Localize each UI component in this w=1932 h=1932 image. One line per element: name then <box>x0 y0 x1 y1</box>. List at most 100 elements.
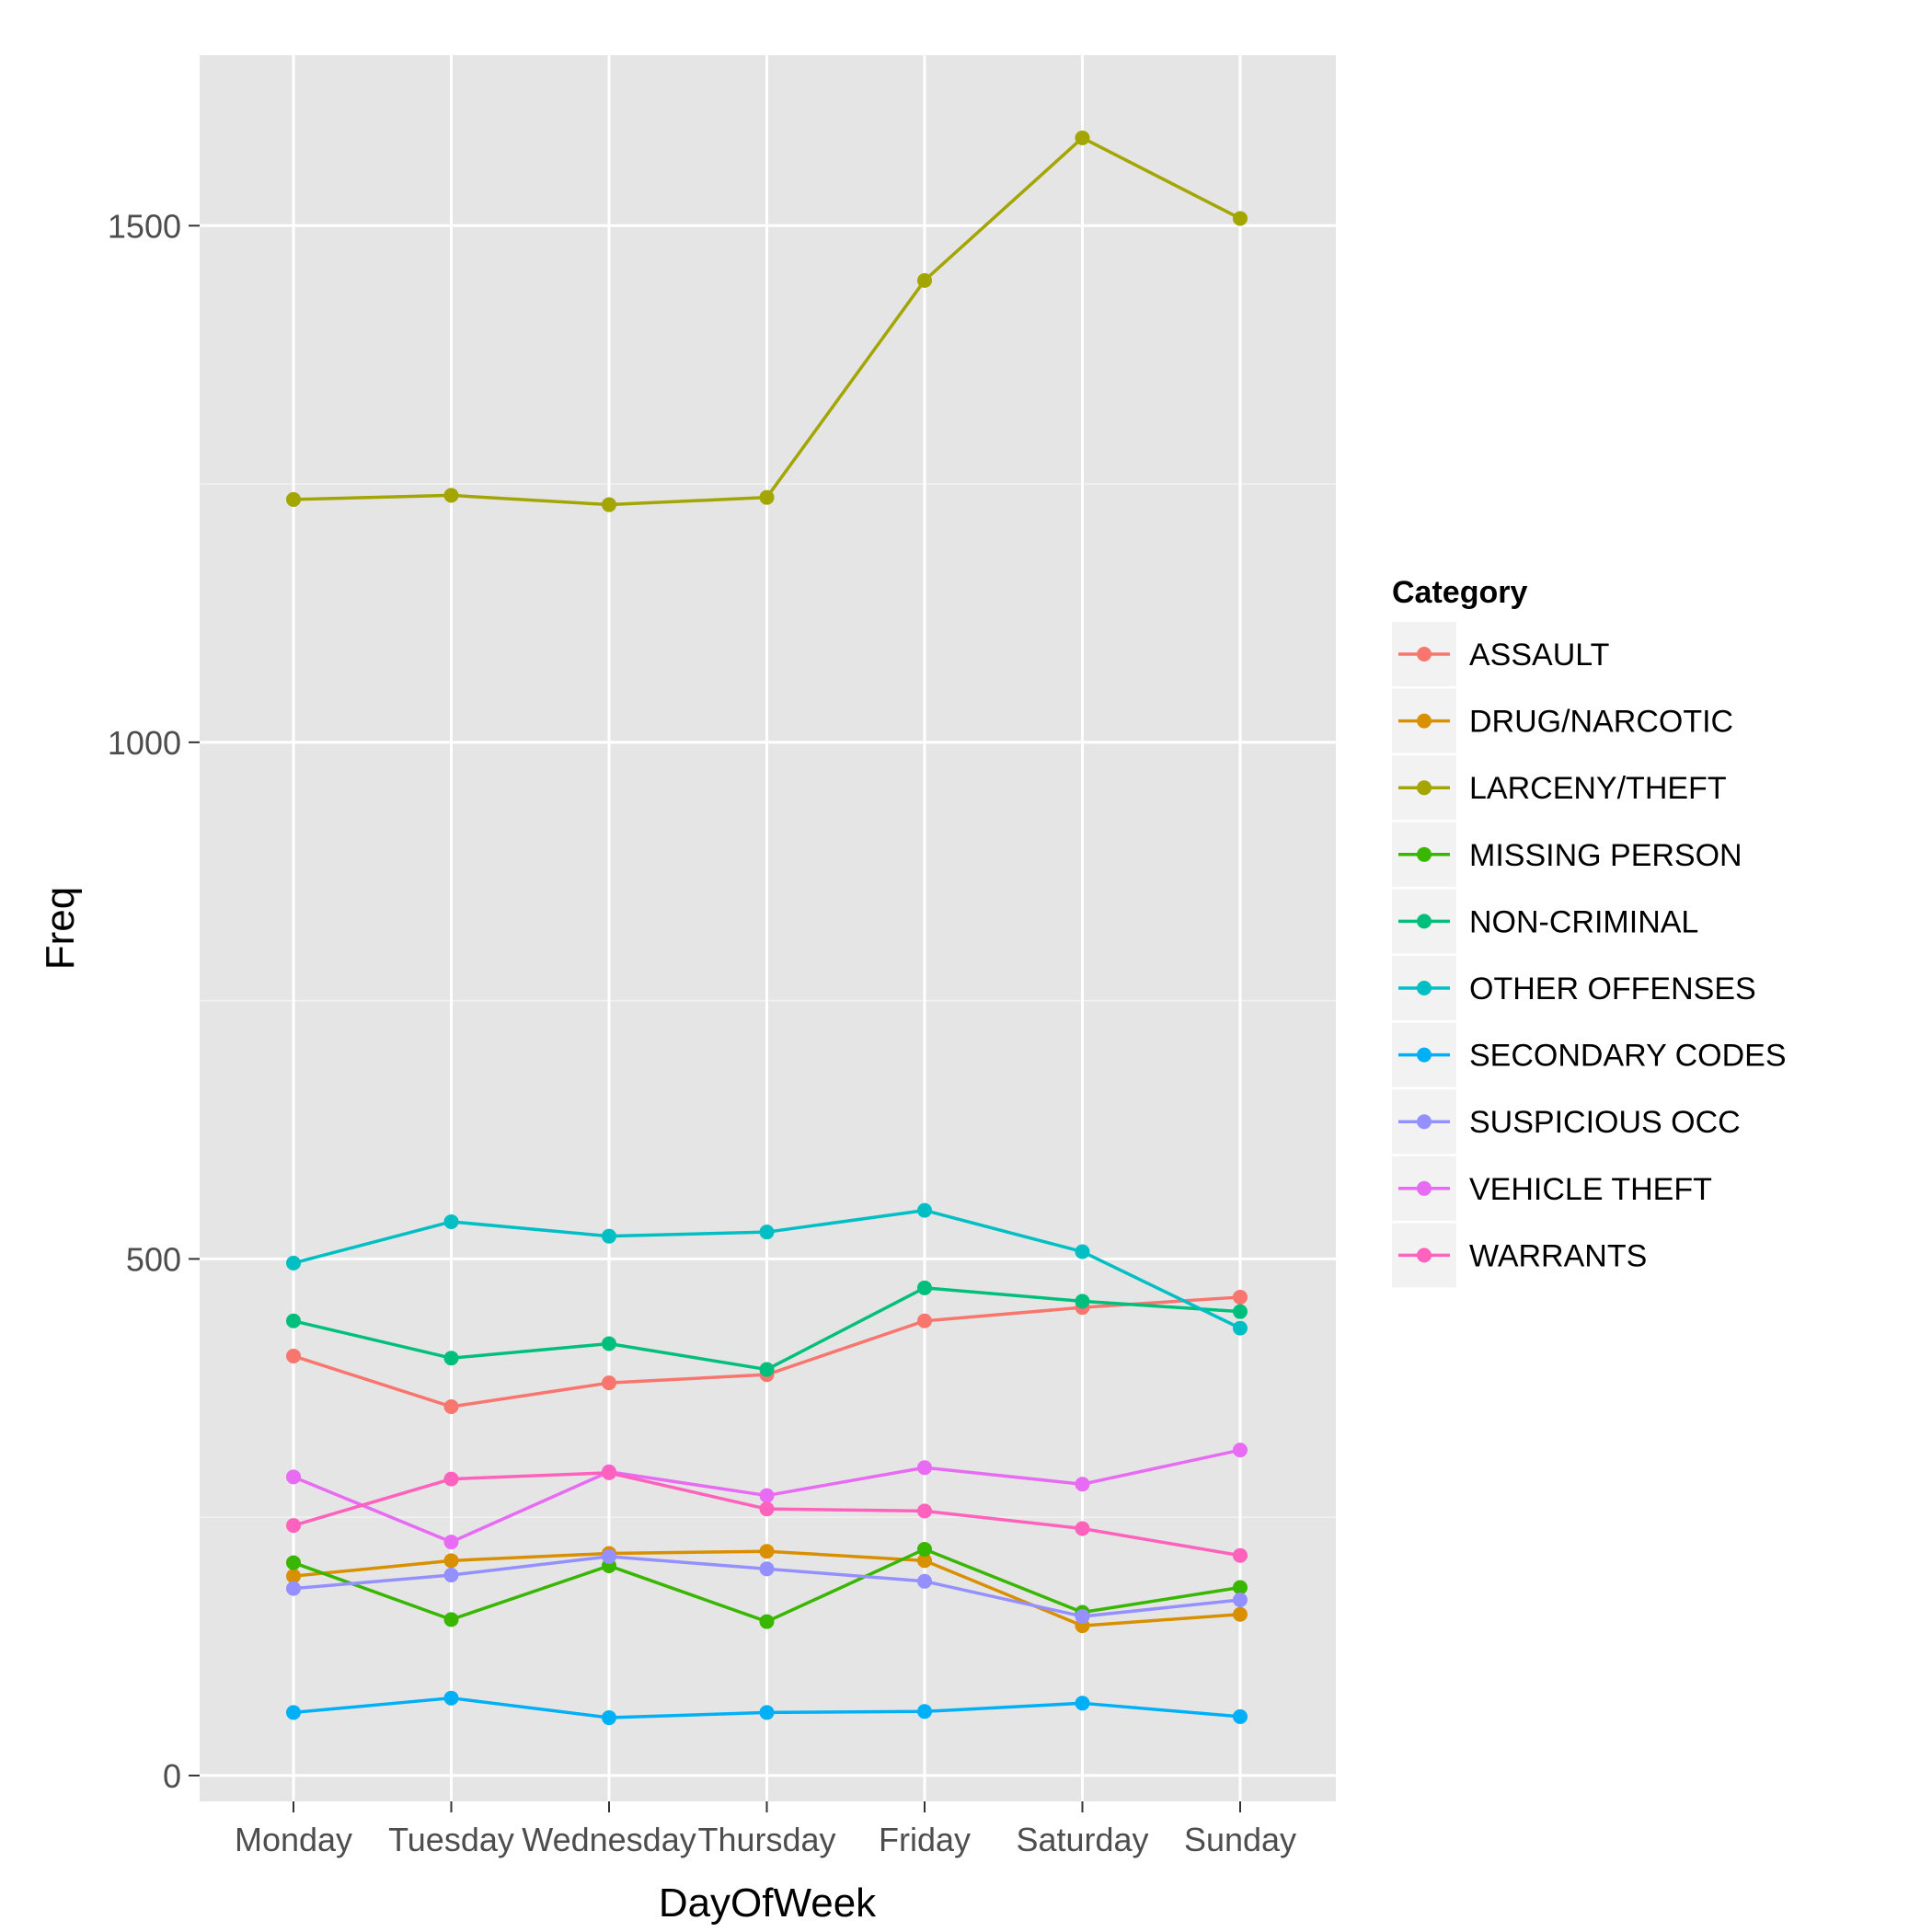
legend-item: OTHER OFFENSES <box>1392 956 1756 1020</box>
legend-key-point <box>1417 1114 1432 1130</box>
legend-item: VEHICLE THEFT <box>1392 1156 1712 1221</box>
legend: Category ASSAULT DRUG/NARCOTIC LARCENY/THE… <box>1392 575 1787 1288</box>
data-point <box>1233 1547 1248 1563</box>
legend-item: MISSING PERSON <box>1392 822 1742 887</box>
data-point <box>1075 1294 1090 1309</box>
legend-item: ASSAULT <box>1392 622 1609 686</box>
data-point <box>1233 1304 1248 1319</box>
legend-key-point <box>1417 981 1432 995</box>
data-point <box>1233 1320 1248 1336</box>
data-point <box>443 1213 459 1229</box>
data-point <box>443 1471 459 1487</box>
y-tick-label: 0 <box>163 1757 181 1795</box>
legend-key-point <box>1417 846 1432 862</box>
x-tick-label: Thursday <box>697 1821 835 1858</box>
data-point <box>602 1548 616 1564</box>
y-tick-label: 1500 <box>108 207 181 245</box>
data-point <box>602 497 616 512</box>
data-point <box>917 1553 932 1569</box>
data-point <box>1233 1593 1248 1607</box>
data-point <box>917 1503 932 1519</box>
data-point <box>443 1535 459 1550</box>
legend-label: OTHER OFFENSES <box>1469 972 1756 1006</box>
data-point <box>1233 1606 1248 1622</box>
data-point <box>759 1362 775 1377</box>
x-tick-label: Friday <box>879 1821 971 1858</box>
data-point <box>1075 130 1090 145</box>
data-point <box>917 1541 932 1557</box>
data-point <box>1233 1443 1248 1458</box>
y-axis-title: Freq <box>38 887 83 970</box>
data-point <box>443 1612 459 1627</box>
data-point <box>1233 1708 1248 1724</box>
data-point <box>759 1614 775 1629</box>
data-point <box>443 1568 459 1583</box>
data-point <box>917 1460 932 1476</box>
data-point <box>917 1280 932 1295</box>
data-point <box>759 1561 775 1577</box>
x-axis-title: DayOfWeek <box>659 1880 877 1926</box>
legend-key-point <box>1417 647 1432 661</box>
legend-key-point <box>1417 914 1432 929</box>
data-point <box>443 1690 459 1706</box>
data-point <box>286 1469 301 1485</box>
legend-key-point <box>1417 780 1432 796</box>
legend-key-point <box>1417 1180 1432 1196</box>
legend-key-point <box>1417 713 1432 729</box>
data-point <box>286 1705 301 1720</box>
y-axis-tick-labels: 0 500 1000 1500 <box>108 207 181 1795</box>
data-point <box>917 1313 932 1328</box>
data-point <box>286 1569 301 1584</box>
data-point <box>602 1710 616 1726</box>
data-point <box>1233 1580 1248 1595</box>
x-tick-label: Wednesday <box>522 1821 696 1858</box>
legend-item: LARCENY/THEFT <box>1392 755 1727 821</box>
data-point <box>286 1313 301 1328</box>
x-tick-label: Sunday <box>1184 1821 1296 1858</box>
legend-items: ASSAULT DRUG/NARCOTIC LARCENY/THEFT MISSING… <box>1392 622 1787 1288</box>
y-tick-label: 1000 <box>108 724 181 762</box>
data-point <box>759 1705 775 1720</box>
series-points <box>286 130 1248 1726</box>
data-point <box>286 1555 301 1570</box>
data-point <box>602 1375 616 1391</box>
legend-label: MISSING PERSON <box>1469 838 1742 873</box>
x-tick-label: Saturday <box>1016 1821 1148 1858</box>
data-point <box>443 1553 459 1569</box>
data-point <box>1075 1696 1090 1711</box>
data-point <box>286 491 301 507</box>
legend-key-point <box>1417 1047 1432 1063</box>
legend-key-point <box>1417 1248 1432 1263</box>
legend-item: DRUG/NARCOTIC <box>1392 688 1733 753</box>
data-point <box>759 489 775 505</box>
legend-label: VEHICLE THEFT <box>1469 1172 1712 1207</box>
legend-label: ASSAULT <box>1469 638 1609 673</box>
legend-item: NON-CRIMINAL <box>1392 889 1698 954</box>
data-point <box>917 272 932 288</box>
legend-label: DRUG/NARCOTIC <box>1469 705 1733 740</box>
legend-label: WARRANTS <box>1469 1238 1647 1273</box>
legend-label: SUSPICIOUS OCC <box>1469 1105 1741 1140</box>
legend-title: Category <box>1392 575 1527 610</box>
data-point <box>917 1202 932 1218</box>
data-point <box>917 1573 932 1589</box>
legend-item: WARRANTS <box>1392 1223 1647 1288</box>
data-point <box>602 1336 616 1351</box>
data-point <box>602 1228 616 1244</box>
axis-ticks <box>189 224 1241 1812</box>
data-point <box>759 1501 775 1517</box>
data-point <box>759 1488 775 1503</box>
data-point <box>286 1348 301 1363</box>
data-point <box>443 1398 459 1414</box>
data-point <box>286 1581 301 1596</box>
y-tick-label: 500 <box>126 1240 181 1278</box>
data-point <box>1233 211 1248 226</box>
legend-item: SUSPICIOUS OCC <box>1392 1089 1741 1155</box>
data-point <box>917 1704 932 1719</box>
legend-label: SECONDARY CODES <box>1469 1039 1787 1074</box>
x-tick-label: Tuesday <box>388 1821 514 1858</box>
data-point <box>602 1465 616 1480</box>
data-point <box>443 1351 459 1366</box>
data-point <box>759 1225 775 1240</box>
